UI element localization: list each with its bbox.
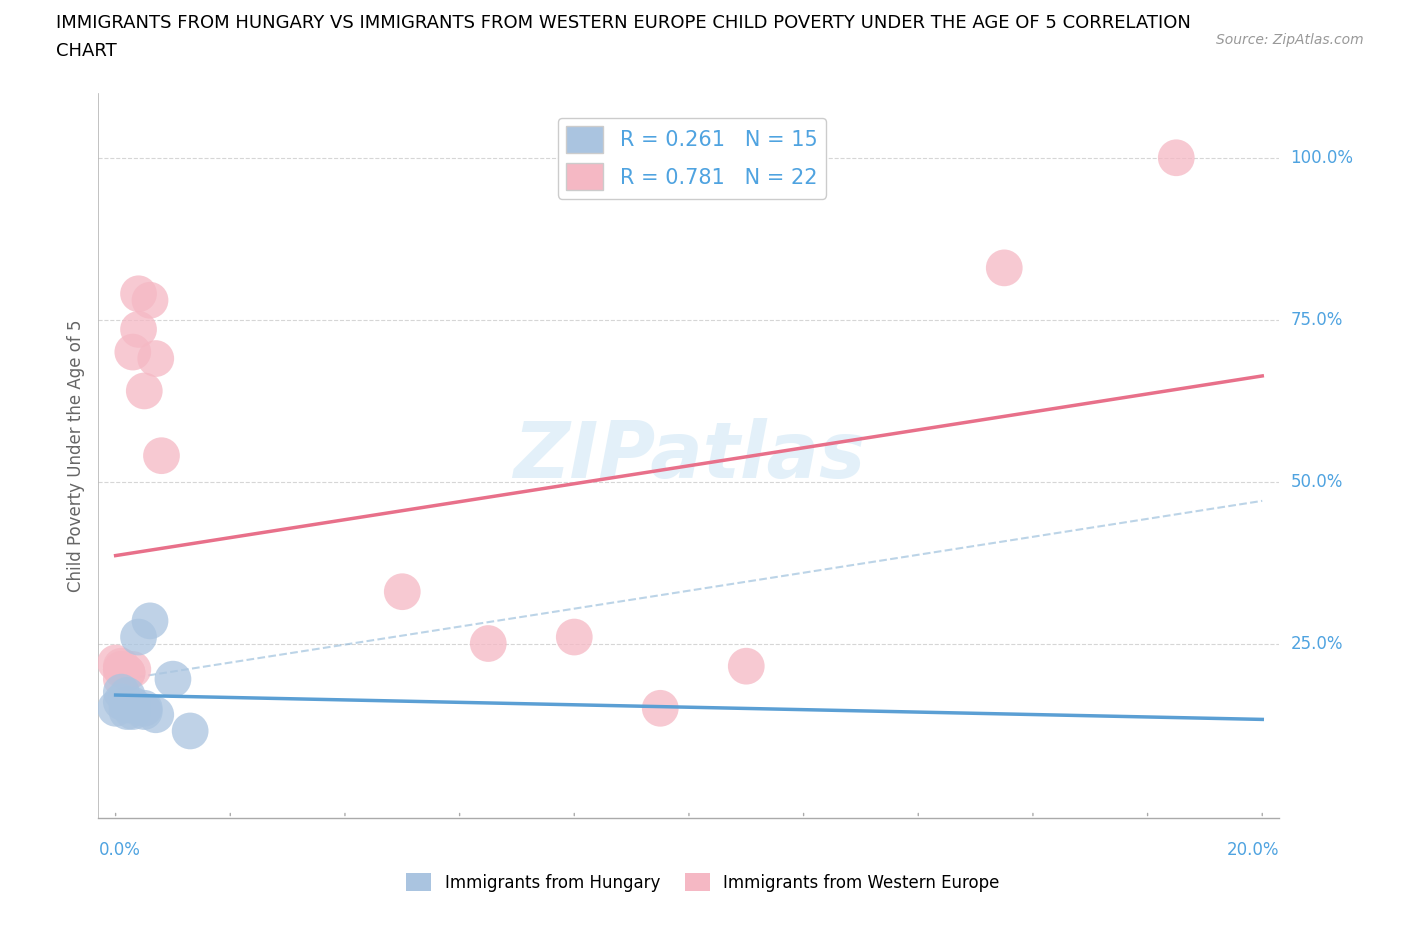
Point — [115, 665, 138, 680]
Point — [134, 701, 156, 716]
Text: 25.0%: 25.0% — [1291, 634, 1343, 653]
Point — [110, 662, 132, 677]
Text: CHART: CHART — [56, 42, 117, 60]
Point — [139, 614, 162, 629]
Point — [391, 584, 413, 599]
Y-axis label: Child Poverty Under the Age of 5: Child Poverty Under the Age of 5 — [66, 319, 84, 592]
Point — [121, 698, 143, 712]
Point — [139, 293, 162, 308]
Point — [104, 701, 127, 716]
Point — [145, 708, 167, 723]
Text: 50.0%: 50.0% — [1291, 472, 1343, 491]
Point — [115, 698, 138, 712]
Point — [650, 701, 672, 716]
Legend: R = 0.261   N = 15, R = 0.781   N = 22: R = 0.261 N = 15, R = 0.781 N = 22 — [558, 118, 827, 198]
Point — [115, 688, 138, 703]
Point — [110, 671, 132, 686]
Text: 75.0%: 75.0% — [1291, 311, 1343, 328]
Point — [993, 260, 1015, 275]
Point — [121, 662, 143, 677]
Text: Source: ZipAtlas.com: Source: ZipAtlas.com — [1216, 33, 1364, 46]
Point — [162, 671, 184, 686]
Point — [104, 656, 127, 671]
Point — [110, 658, 132, 673]
Point — [562, 630, 585, 644]
Text: ZIPatlas: ZIPatlas — [513, 418, 865, 494]
Point — [121, 704, 143, 719]
Text: 20.0%: 20.0% — [1227, 841, 1279, 859]
Point — [110, 684, 132, 699]
Point — [134, 383, 156, 398]
Point — [110, 695, 132, 710]
Text: 0.0%: 0.0% — [98, 841, 141, 859]
Legend: Immigrants from Hungary, Immigrants from Western Europe: Immigrants from Hungary, Immigrants from… — [399, 867, 1007, 898]
Point — [477, 636, 499, 651]
Text: IMMIGRANTS FROM HUNGARY VS IMMIGRANTS FROM WESTERN EUROPE CHILD POVERTY UNDER TH: IMMIGRANTS FROM HUNGARY VS IMMIGRANTS FR… — [56, 14, 1191, 32]
Point — [1166, 151, 1188, 166]
Point — [179, 724, 201, 738]
Point — [128, 630, 150, 644]
Point — [128, 286, 150, 301]
Text: 100.0%: 100.0% — [1291, 149, 1354, 166]
Point — [145, 352, 167, 366]
Point — [735, 658, 758, 673]
Point — [115, 665, 138, 680]
Point — [110, 662, 132, 677]
Point — [150, 448, 173, 463]
Point — [128, 322, 150, 337]
Point — [115, 704, 138, 719]
Point — [121, 345, 143, 360]
Point — [134, 704, 156, 719]
